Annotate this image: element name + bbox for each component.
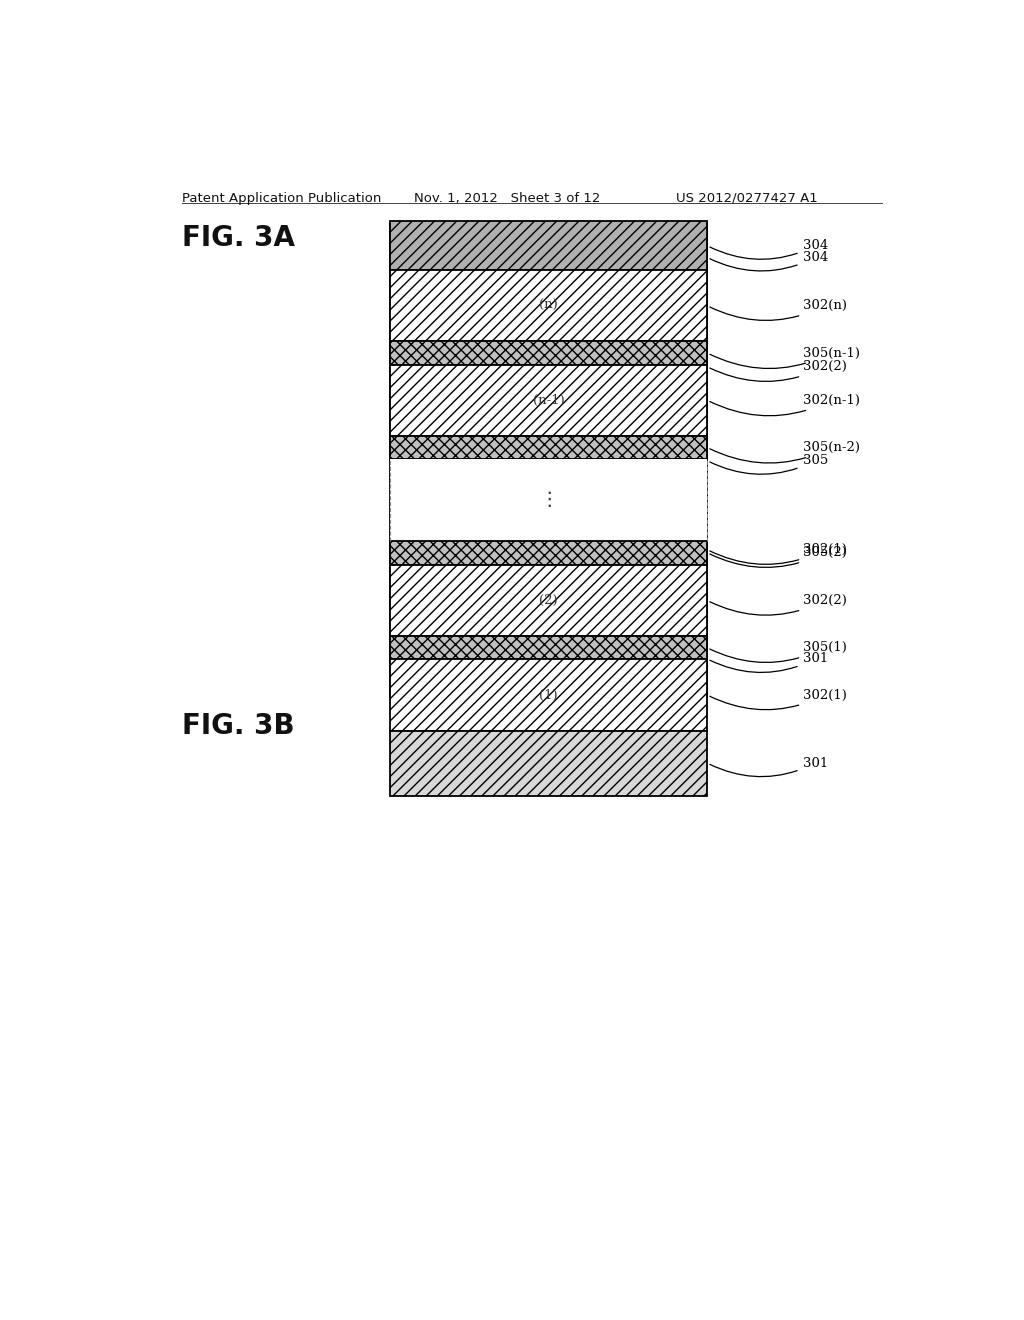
Bar [390,444,708,479]
Bar [390,479,708,620]
Text: 304: 304 [710,239,827,259]
Bar [390,660,708,731]
Bar [390,636,708,660]
Text: US 2012/0277427 A1: US 2012/0277427 A1 [676,191,817,205]
Text: ⋮: ⋮ [539,491,558,510]
Text: Nov. 1, 2012   Sheet 3 of 12: Nov. 1, 2012 Sheet 3 of 12 [414,191,600,205]
Bar [390,565,708,636]
Text: 301: 301 [710,652,827,672]
Bar [390,222,708,271]
Text: 305(n-1): 305(n-1) [710,347,859,368]
Text: 302(1): 302(1) [710,689,847,710]
Text: 302(1): 302(1) [710,544,847,565]
Bar [390,364,708,436]
Text: FIG. 3A: FIG. 3A [182,224,295,252]
Text: 302(n): 302(n) [710,300,847,321]
Bar [390,342,708,364]
Bar [390,271,708,342]
Text: 302(2): 302(2) [710,360,847,381]
Text: FIG. 3B: FIG. 3B [182,713,295,741]
Text: Patent Application Publication: Patent Application Publication [182,191,381,205]
Text: (2): (2) [540,594,558,607]
Text: 305: 305 [710,454,827,474]
Text: 302(2): 302(2) [710,594,847,615]
Bar [390,620,708,697]
Text: 304: 304 [710,251,827,271]
Bar [390,224,708,290]
Text: 301: 301 [710,756,827,776]
Text: 305(n-2): 305(n-2) [710,441,859,463]
Text: 305(2): 305(2) [710,546,847,568]
Text: (1): (1) [540,689,558,701]
Text: 305(1): 305(1) [710,642,847,663]
Bar [390,541,708,565]
Text: (n): (n) [540,300,558,313]
Text: (n-1): (n-1) [532,393,564,407]
Text: 302(n-1): 302(n-1) [710,393,859,416]
Bar [390,459,708,541]
Bar [390,436,708,459]
Bar [390,290,708,444]
Bar [390,731,708,796]
